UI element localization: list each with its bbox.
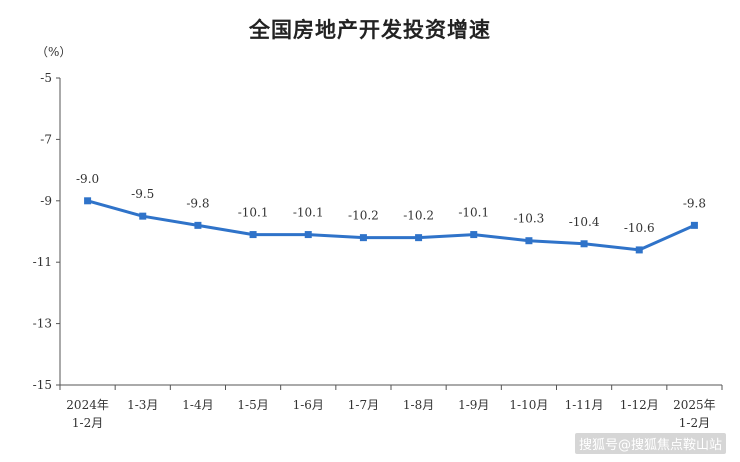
x-tick-label: 1-8月 [403, 398, 434, 412]
y-tick-label: -13 [33, 317, 52, 331]
data-point-marker [635, 246, 643, 254]
y-tick-label: -15 [33, 378, 52, 392]
x-tick-label: 1-6月 [293, 398, 324, 412]
data-label: -10.2 [348, 209, 379, 223]
data-point-marker [194, 221, 202, 229]
x-tick-label: 1-11月 [565, 398, 604, 412]
data-label: -9.5 [131, 187, 154, 201]
x-tick-label: 1-3月 [127, 398, 158, 412]
data-point-marker [470, 231, 478, 239]
data-point-marker [690, 221, 698, 229]
data-label: -9.8 [186, 196, 209, 210]
data-point-marker [139, 212, 147, 220]
data-point-marker [304, 231, 312, 239]
x-tick-label: 1-12月 [620, 398, 659, 412]
data-label: -10.2 [403, 209, 434, 223]
y-tick-label: -9 [40, 194, 52, 208]
x-tick-label: 1-4月 [182, 398, 213, 412]
data-point-marker [525, 237, 533, 245]
series-line [87, 199, 696, 252]
x-tick-label: 2024年 [66, 398, 109, 412]
data-point-marker [249, 231, 257, 239]
data-label: -10.1 [293, 206, 324, 220]
data-point-marker [415, 234, 423, 242]
data-label: -10.3 [514, 212, 545, 226]
data-label: -9.8 [683, 196, 706, 210]
x-tick-label: 1-2月 [679, 416, 710, 430]
data-point-marker [580, 240, 588, 248]
x-tick-label: 2025年 [673, 398, 716, 412]
data-point-marker [359, 234, 367, 242]
y-tick-label: -11 [33, 255, 52, 269]
data-point-marker [84, 197, 92, 205]
y-tick-label: -7 [40, 132, 52, 146]
x-tick-label: 1-9月 [458, 398, 489, 412]
data-label: -10.1 [458, 206, 489, 220]
y-axis-unit-label: （%） [36, 45, 71, 59]
data-label: -10.1 [238, 206, 269, 220]
data-label: -9.0 [76, 172, 99, 186]
x-tick-label: 1-10月 [509, 398, 548, 412]
chart-title: 全国房地产开发投资增速 [249, 18, 491, 42]
data-label: -10.6 [624, 221, 655, 235]
x-tick-label: 1-5月 [237, 398, 268, 412]
y-tick-label: -5 [40, 71, 52, 85]
x-tick-label: 1-2月 [72, 416, 103, 430]
x-tick-label: 1-7月 [348, 398, 379, 412]
data-label: -10.4 [569, 215, 600, 229]
watermark: 搜狐号@搜狐焦点鞍山站 [574, 433, 726, 454]
